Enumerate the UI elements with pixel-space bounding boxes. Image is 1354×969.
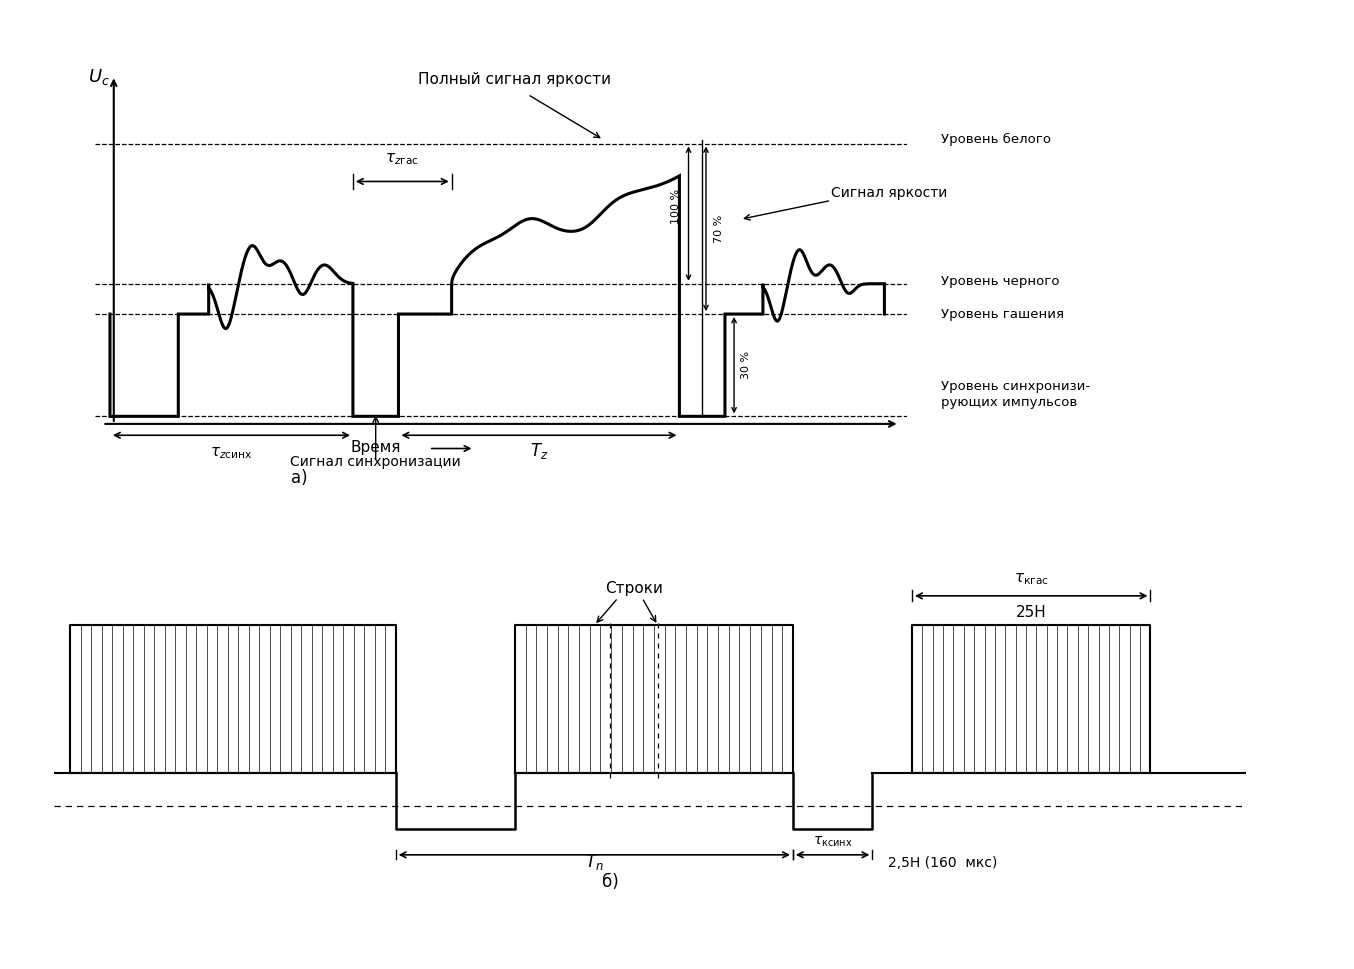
Text: $U_с$: $U_с$: [88, 67, 110, 87]
Text: Полный сигнал яркости: Полный сигнал яркости: [418, 72, 611, 87]
Text: Сигнал синхронизации: Сигнал синхронизации: [290, 454, 462, 469]
Text: б): б): [601, 873, 619, 891]
Text: 2,5H (160  мкс): 2,5H (160 мкс): [888, 856, 998, 870]
Text: а): а): [291, 469, 309, 486]
Text: Строки: Строки: [605, 580, 663, 596]
Text: $\tau_{\rm кгас}$: $\tau_{\rm кгас}$: [1014, 571, 1049, 586]
Text: Уровень синхронизи-
рующих импульсов: Уровень синхронизи- рующих импульсов: [941, 381, 1090, 409]
Text: Уровень черного: Уровень черного: [941, 275, 1060, 289]
Text: Время: Время: [351, 440, 401, 455]
Text: $T_n$: $T_n$: [585, 852, 604, 872]
Text: 100 %: 100 %: [670, 189, 681, 224]
Text: $\tau_{z\rm гас}$: $\tau_{z\rm гас}$: [385, 151, 420, 168]
Text: 25H: 25H: [1016, 605, 1047, 620]
Text: $\tau_{z\rm синх}$: $\tau_{z\rm синх}$: [210, 445, 253, 461]
Text: $T_z$: $T_z$: [529, 441, 548, 461]
Text: $\tau_{\rm ксинх}$: $\tau_{\rm ксинх}$: [812, 835, 853, 849]
Text: Уровень гашения: Уровень гашения: [941, 307, 1064, 321]
Text: 30 %: 30 %: [741, 351, 751, 379]
Text: Уровень белого: Уровень белого: [941, 134, 1051, 146]
Text: Сигнал яркости: Сигнал яркости: [831, 186, 948, 200]
Text: 70 %: 70 %: [714, 215, 724, 243]
